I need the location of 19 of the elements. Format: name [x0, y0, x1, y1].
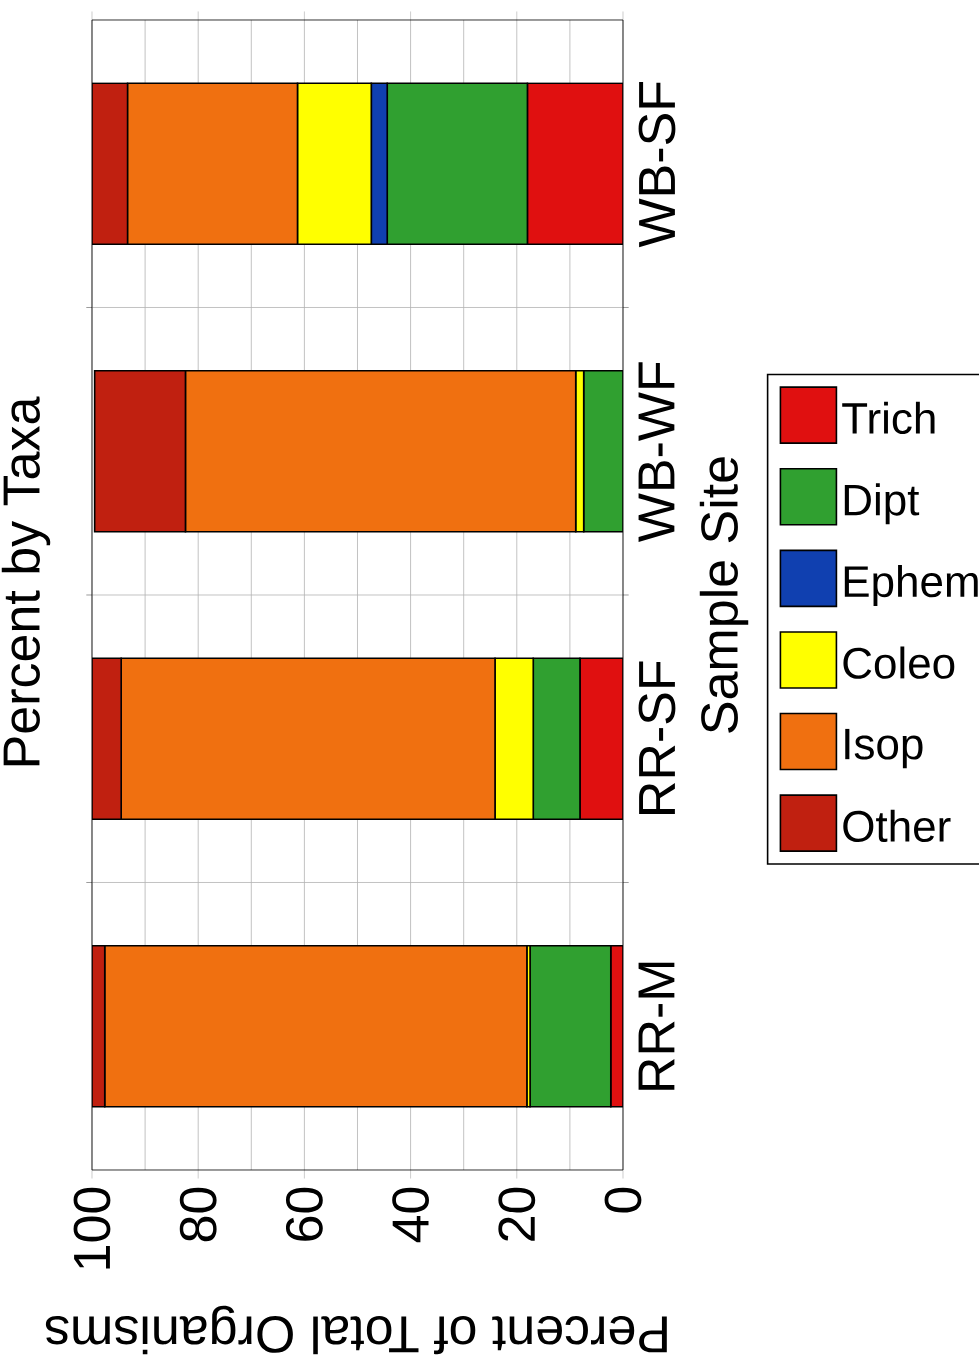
y-tick-label: RR-SF [638, 661, 676, 814]
legend-label: Trich [842, 401, 935, 435]
x-axis-title: Percent of Total Organisms [45, 1305, 667, 1355]
x-tick-label: 0 [604, 1187, 642, 1213]
legend-label: Ephem [844, 564, 978, 606]
legend-label: Coleo [843, 646, 955, 679]
legend-label: Dipt [844, 483, 920, 525]
y-tick-label: RR-M [638, 962, 675, 1090]
x-tick-label: 40 [392, 1187, 429, 1243]
x-tick-label: 60 [285, 1187, 323, 1241]
text: Percent by Taxa [1, 396, 51, 766]
legend-label: Isop [845, 728, 923, 769]
x-tick-label: 80 [179, 1187, 217, 1242]
x-tick-label: 100 [73, 1187, 111, 1269]
legend-label: Other [843, 809, 951, 843]
x-tick-label: 20 [498, 1187, 536, 1241]
y-tick-label: WB-SF [638, 82, 676, 248]
y-tick-label: WB-WF [638, 362, 675, 542]
y-axis-title: Sample Site [699, 457, 749, 733]
